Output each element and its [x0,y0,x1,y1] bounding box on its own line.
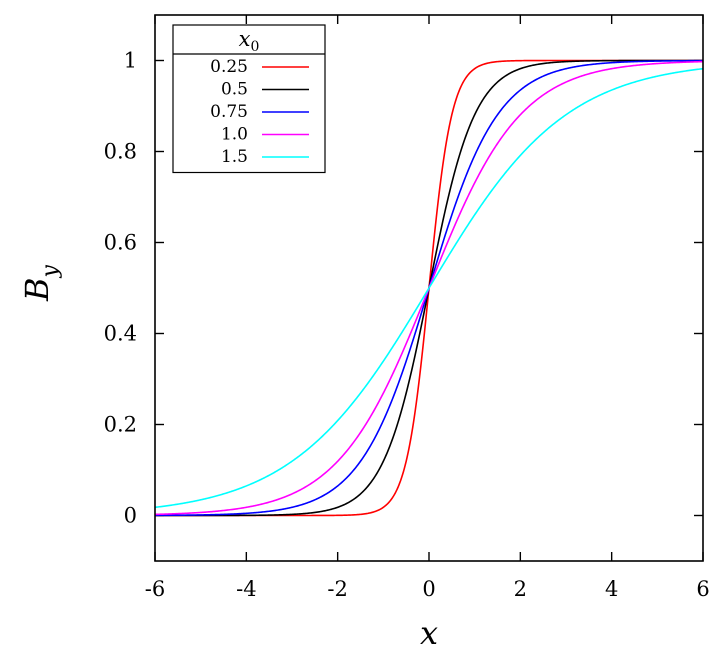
series-line-1_5 [154,67,704,509]
legend-title: x0 [239,27,260,55]
legend-label: 0.5 [221,80,248,100]
y-tick-label: 1 [124,49,137,73]
y-tick-label: 0.4 [104,322,137,346]
legend-label: 0.25 [210,57,248,77]
legend-label: 0.75 [210,102,248,122]
x-tick-label: -6 [145,577,165,601]
y-tick-label: 0.6 [104,231,137,255]
x-tick-label: 2 [514,577,527,601]
legend-label: 1.0 [221,125,248,145]
x-tick-label: 6 [696,577,709,601]
y-tick-label: 0.2 [104,413,137,437]
x-tick-label: 0 [422,577,435,601]
x-axis-title: x [420,614,438,652]
legend: x00.25 0.50.75 1.01.5 [172,24,326,174]
x-tick-label: -4 [236,577,256,601]
series-layer [154,59,704,517]
legend-label: 1.5 [221,147,248,167]
legend-box [172,24,326,174]
plot-frame [154,14,704,562]
y-axis-title: By [18,264,63,302]
y-axis-title-subscript: y [38,264,63,278]
y-axis-title-main: B [18,277,56,302]
y-tick-label: 0.8 [104,140,137,164]
x-tick-label: -2 [327,577,347,601]
y-tick-label: 0 [124,504,137,528]
x-tick-label: 4 [605,577,618,601]
